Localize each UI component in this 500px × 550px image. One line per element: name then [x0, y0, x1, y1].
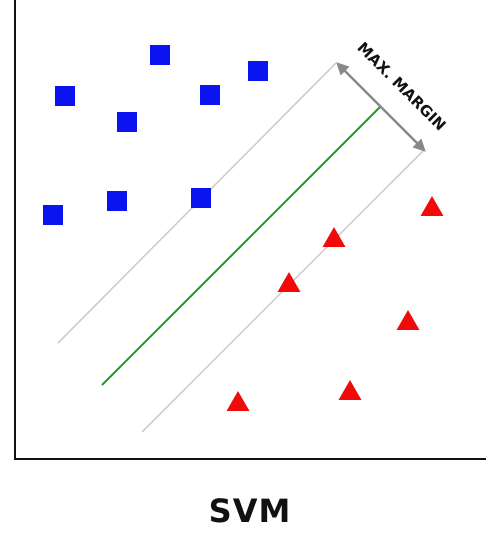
- diagram-caption: SVM: [208, 492, 292, 530]
- class-a-points: [43, 45, 268, 225]
- class-a-square-7: [107, 191, 127, 211]
- class-a-square-2: [248, 61, 268, 81]
- hyperplane-group: [101, 106, 381, 386]
- class-a-square-1: [150, 45, 170, 65]
- class-a-square-3: [55, 86, 75, 106]
- class-b-triangle-4: [396, 310, 420, 330]
- hyperplane-line: [101, 106, 381, 386]
- class-a-square-8: [191, 188, 211, 208]
- class-b-triangle-2: [322, 227, 346, 247]
- class-a-square-6: [43, 205, 63, 225]
- class-b-points: [226, 196, 444, 411]
- class-b-triangle-3: [277, 272, 301, 292]
- class-a-square-4: [200, 85, 220, 105]
- class-a-square-5: [117, 112, 137, 132]
- class-b-triangle-1: [420, 196, 444, 216]
- max-margin-arrow: [336, 62, 426, 152]
- class-b-triangle-5: [338, 380, 362, 400]
- class-b-triangle-6: [226, 391, 250, 411]
